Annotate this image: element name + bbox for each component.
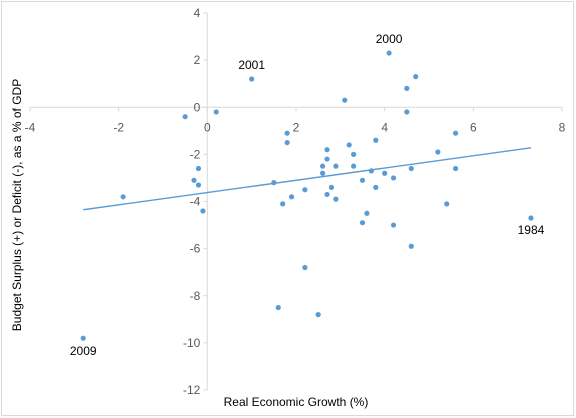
axes-layer — [29, 12, 563, 391]
x-tick-label: 4 — [381, 120, 388, 134]
data-point — [195, 182, 202, 188]
data-point — [333, 196, 339, 202]
data-point — [408, 243, 414, 249]
data-point — [435, 149, 441, 155]
data-point — [408, 165, 414, 172]
data-point — [359, 177, 366, 183]
data-point — [280, 201, 286, 207]
data-point — [324, 156, 330, 162]
y-tick-label: -12 — [183, 383, 201, 397]
data-point — [453, 165, 459, 172]
data-point — [382, 170, 388, 176]
data-point — [320, 170, 326, 176]
y-tick-label: -6 — [190, 242, 201, 256]
data-point — [195, 165, 202, 172]
trendline-layer — [83, 147, 532, 211]
data-point — [284, 139, 290, 146]
y-tick-label: -2 — [190, 147, 201, 161]
data-point — [453, 130, 459, 136]
data-point — [302, 187, 308, 193]
annotation-label: 2000 — [376, 32, 403, 46]
data-point — [320, 163, 326, 169]
data-point — [315, 312, 321, 318]
data-point — [386, 50, 392, 56]
x-tick-label: 6 — [470, 120, 477, 134]
data-point — [271, 180, 277, 186]
annotation-label: 1984 — [518, 223, 545, 237]
data-point — [213, 109, 219, 115]
data-point — [413, 74, 419, 80]
data-point — [80, 335, 86, 341]
y-tick-label: -4 — [190, 195, 201, 209]
data-point — [346, 142, 352, 148]
x-tick-label: 8 — [559, 120, 566, 134]
data-point — [364, 210, 370, 216]
data-point — [373, 184, 379, 190]
data-point — [288, 194, 295, 200]
annotations: 2001 2000 1984 2009 — [70, 32, 545, 358]
y-axis-title: Budget Surplus (+) or Deficit (-), as a … — [10, 79, 24, 331]
data-point — [404, 85, 410, 91]
data-point — [191, 177, 197, 183]
data-point — [390, 222, 397, 228]
data-point — [404, 109, 410, 115]
data-point — [182, 114, 188, 120]
data-point — [373, 137, 379, 143]
y-tick-label: -8 — [190, 289, 201, 303]
data-point — [120, 194, 126, 200]
data-point — [351, 151, 357, 157]
y-tick-label: 0 — [194, 100, 201, 114]
y-tick-label: -10 — [183, 336, 201, 350]
data-point — [368, 168, 374, 174]
trendline — [83, 147, 532, 211]
data-point — [328, 184, 335, 190]
data-point — [284, 130, 290, 136]
x-axis-title: Real Economic Growth (%) — [224, 395, 369, 409]
x-tick-label: -2 — [113, 120, 124, 134]
data-point — [249, 76, 255, 82]
data-point — [275, 304, 281, 311]
y-tick-label: 4 — [194, 6, 201, 20]
data-point — [390, 175, 397, 181]
data-point — [351, 163, 357, 169]
y-tick-label: 2 — [194, 53, 201, 67]
x-tick-label: 2 — [293, 120, 300, 134]
x-tick-label: -4 — [25, 120, 36, 134]
data-point — [444, 201, 450, 207]
data-point — [528, 215, 534, 221]
data-point — [302, 264, 308, 271]
data-point — [342, 97, 348, 103]
data-point — [359, 220, 366, 226]
data-point — [200, 208, 206, 214]
data-points — [80, 50, 534, 341]
annotation-label: 2009 — [70, 344, 97, 358]
data-point — [333, 163, 339, 169]
annotation-label: 2001 — [238, 58, 265, 72]
data-point — [324, 147, 330, 153]
x-tick-label: 0 — [204, 120, 211, 134]
data-point — [324, 191, 330, 198]
